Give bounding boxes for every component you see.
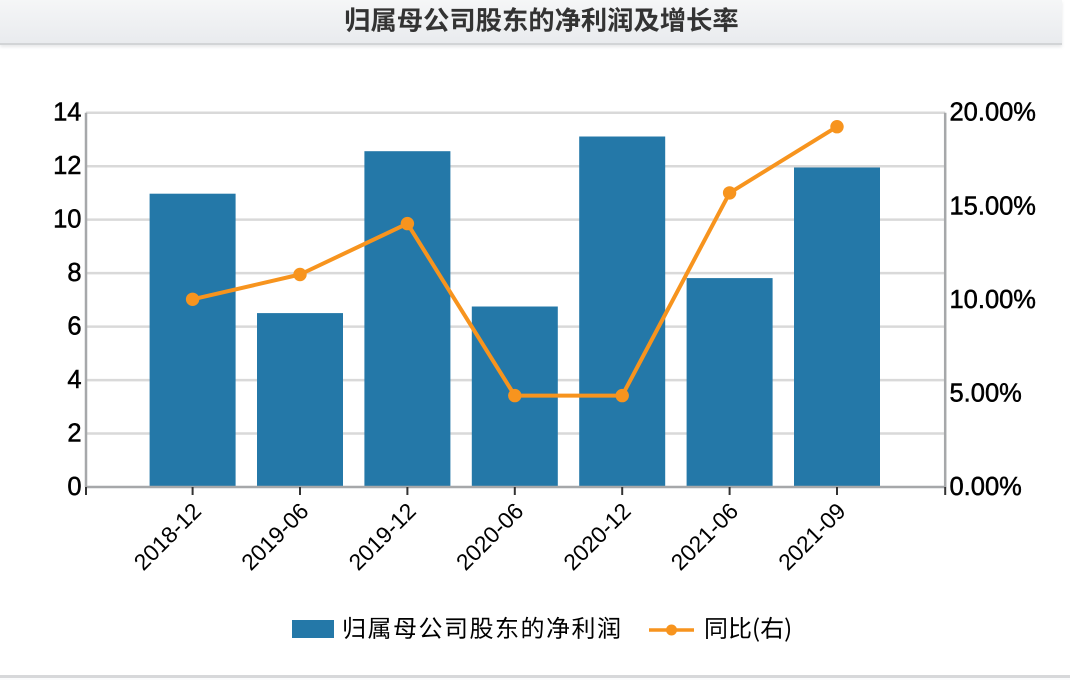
- svg-text:2019-06: 2019-06: [236, 498, 314, 576]
- svg-text:14: 14: [53, 99, 81, 127]
- svg-text:15.00%: 15.00%: [950, 192, 1037, 220]
- svg-text:2018-12: 2018-12: [129, 498, 207, 576]
- svg-text:12: 12: [53, 152, 81, 180]
- svg-text:2021-06: 2021-06: [666, 498, 744, 576]
- svg-text:5.00%: 5.00%: [950, 379, 1022, 407]
- svg-text:2020-12: 2020-12: [558, 498, 636, 576]
- svg-text:0: 0: [67, 473, 81, 501]
- svg-text:2020-06: 2020-06: [451, 498, 529, 576]
- svg-text:2021-09: 2021-09: [773, 498, 851, 576]
- svg-text:2: 2: [67, 420, 81, 448]
- svg-text:6: 6: [67, 313, 81, 341]
- svg-text:20.00%: 20.00%: [950, 99, 1037, 127]
- svg-text:10.00%: 10.00%: [950, 286, 1037, 314]
- svg-text:10: 10: [53, 206, 81, 234]
- svg-text:8: 8: [67, 259, 81, 287]
- svg-text:0.00%: 0.00%: [950, 473, 1022, 501]
- svg-text:2019-12: 2019-12: [343, 498, 421, 576]
- svg-text:4: 4: [67, 366, 81, 394]
